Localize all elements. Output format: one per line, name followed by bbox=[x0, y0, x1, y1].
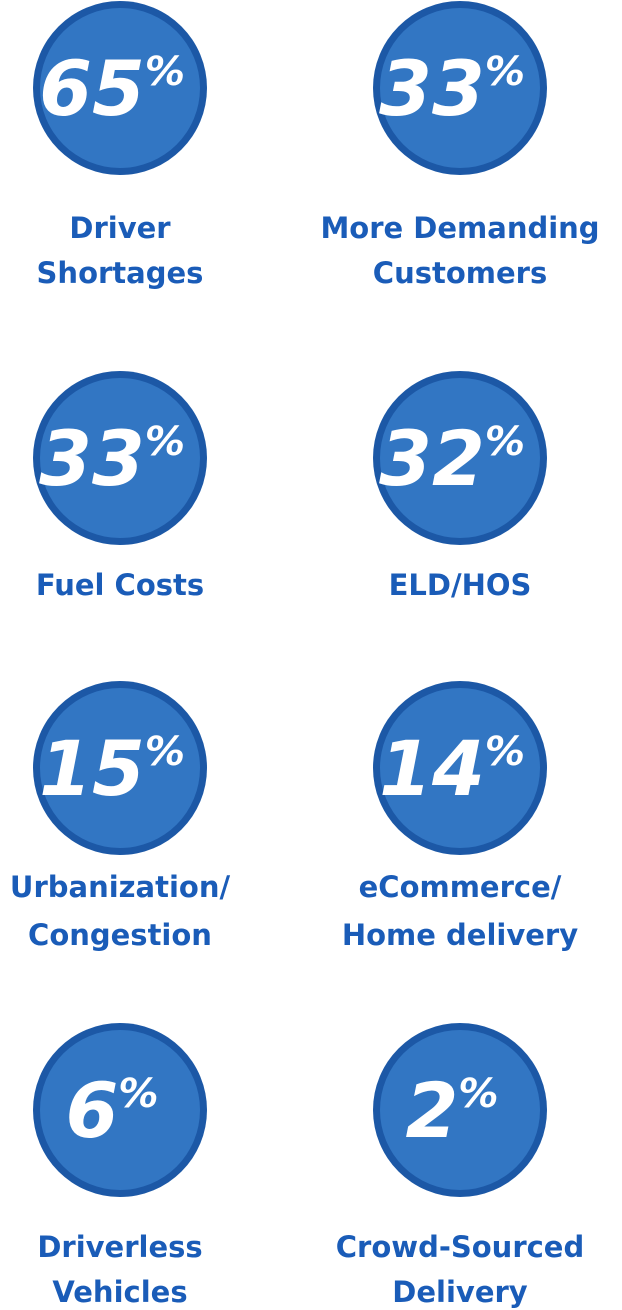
stat-circle-inner bbox=[40, 688, 200, 848]
stat-circle-inner bbox=[380, 378, 540, 538]
stat-label: Shortages bbox=[37, 256, 204, 290]
stat-label: Customers bbox=[373, 256, 547, 290]
stat-circle-inner bbox=[380, 8, 540, 168]
stat-number: 33 bbox=[39, 414, 145, 503]
stat-number: 65 bbox=[39, 44, 145, 133]
stat-label: Vehicles bbox=[52, 1275, 187, 1309]
stat-unit: % bbox=[118, 1071, 158, 1117]
stat-value: 2% bbox=[406, 1066, 499, 1155]
stat-label: Urbanization/ bbox=[10, 870, 231, 904]
stat-item: 65% Driver Shortages bbox=[33, 1, 207, 290]
stat-circle-inner bbox=[40, 378, 200, 538]
stat-number: 14 bbox=[379, 724, 485, 813]
stat-circle-inner bbox=[40, 1030, 200, 1190]
stat-item: 15% Urbanization/Congestion bbox=[10, 681, 231, 952]
stat-circle-inner bbox=[380, 688, 540, 848]
stat-item: 32% ELD/HOS bbox=[373, 371, 547, 602]
stat-number: 15 bbox=[39, 724, 145, 813]
stat-unit: % bbox=[145, 49, 185, 95]
stat-value: 15% bbox=[39, 724, 185, 813]
stat-label: eCommerce/ bbox=[359, 870, 562, 904]
stat-value: 14% bbox=[379, 724, 525, 813]
stat-value: 32% bbox=[379, 414, 525, 503]
stat-unit: % bbox=[458, 1071, 498, 1117]
stat-label: More Demanding bbox=[320, 211, 599, 245]
stat-item: 14% eCommerce/Home delivery bbox=[342, 681, 578, 952]
stat-value: 33% bbox=[379, 44, 525, 133]
stat-circle-inner bbox=[40, 8, 200, 168]
stat-number: 32 bbox=[379, 414, 485, 503]
stat-value: 33% bbox=[39, 414, 185, 503]
stat-item: 33% More Demanding Customers bbox=[320, 1, 600, 290]
stat-number: 6 bbox=[66, 1066, 119, 1155]
stat-number: 2 bbox=[406, 1066, 459, 1155]
stat-label: Driverless bbox=[37, 1230, 202, 1264]
stat-value: 6% bbox=[66, 1066, 159, 1155]
stat-circle-inner bbox=[380, 1030, 540, 1190]
stat-label: Fuel Costs bbox=[36, 568, 204, 602]
stat-label: ELD/HOS bbox=[389, 568, 532, 602]
stat-unit: % bbox=[485, 419, 525, 465]
stat-item: 6% Driverless Vehicles bbox=[33, 1023, 207, 1309]
stat-number: 33 bbox=[379, 44, 485, 133]
stat-label: Driver bbox=[69, 211, 171, 245]
stat-label: Home delivery bbox=[342, 918, 578, 952]
stat-label: Delivery bbox=[392, 1275, 527, 1309]
stat-item: 2% Crowd-Sourced Delivery bbox=[336, 1023, 584, 1309]
stat-unit: % bbox=[485, 49, 525, 95]
stat-label: Congestion bbox=[28, 918, 212, 952]
stat-label: Crowd-Sourced bbox=[336, 1230, 584, 1264]
stat-value: 65% bbox=[39, 44, 185, 133]
stat-unit: % bbox=[145, 729, 185, 775]
stat-unit: % bbox=[145, 419, 185, 465]
stat-item: 33% Fuel Costs bbox=[33, 371, 207, 602]
stat-unit: % bbox=[485, 729, 525, 775]
